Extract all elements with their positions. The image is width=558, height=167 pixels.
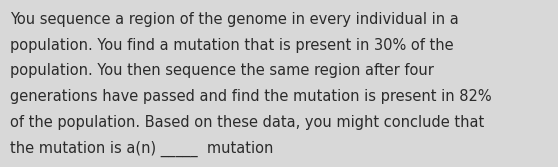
Text: of the population. Based on these data, you might conclude that: of the population. Based on these data, … xyxy=(10,115,484,130)
Text: You sequence a region of the genome in every individual in a: You sequence a region of the genome in e… xyxy=(10,12,459,27)
Text: population. You find a mutation that is present in 30% of the: population. You find a mutation that is … xyxy=(10,38,454,53)
Text: the mutation is a(n) _____  mutation: the mutation is a(n) _____ mutation xyxy=(10,141,273,157)
Text: generations have passed and find the mutation is present in 82%: generations have passed and find the mut… xyxy=(10,89,492,104)
Text: population. You then sequence the same region after four: population. You then sequence the same r… xyxy=(10,63,434,78)
